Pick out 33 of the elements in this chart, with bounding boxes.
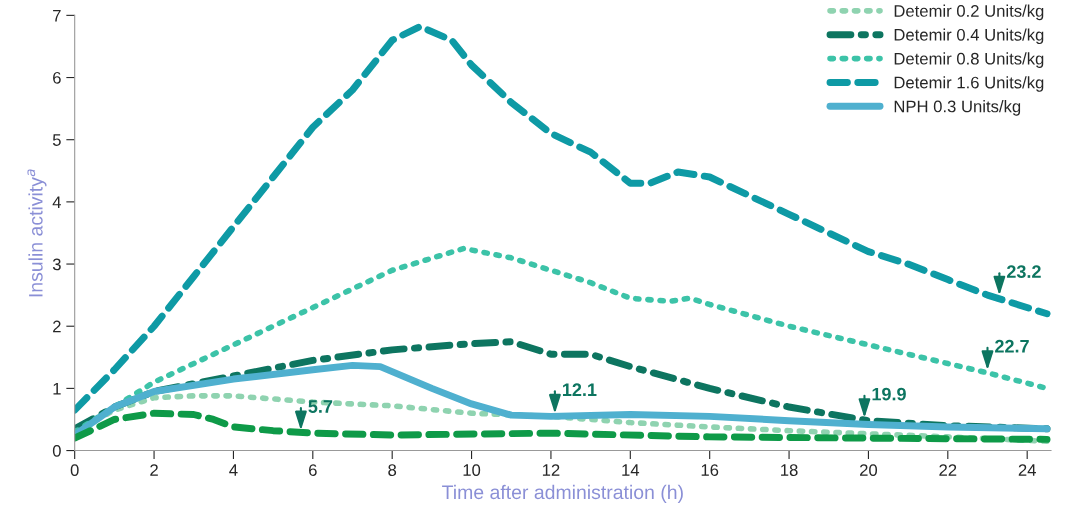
legend-label: Detemir 1.6 Units/kg [894, 76, 1044, 92]
y-tick-label: 7 [53, 9, 61, 22]
annotation: 23.2 [1006, 265, 1041, 279]
x-axis-title: Time after administration (h) [442, 484, 683, 503]
annotation: 5.7 [308, 400, 333, 413]
annotation: 12.1 [562, 383, 597, 396]
x-tick-label: 6 [309, 464, 317, 476]
legend-label: Detemir 0.4 Units/kg [894, 28, 1044, 45]
x-tick-label: 0 [70, 464, 79, 476]
x-tick-label: 24 [1018, 464, 1036, 476]
x-tick-label: 16 [701, 464, 719, 476]
legend-label: Detemir 0.8 Units/kg [894, 52, 1044, 68]
x-tick-label: 22 [939, 464, 957, 476]
x-tick-label: 10 [463, 464, 481, 476]
y-tick-label: 3 [52, 258, 61, 271]
y-tick-label: 6 [53, 71, 61, 84]
y-tick-label: 5 [52, 134, 61, 146]
legend-label: NPH 0.3 Units/kg [894, 100, 1021, 116]
x-tick-label: 14 [622, 464, 640, 476]
x-tick-label: 20 [860, 464, 878, 476]
y-tick-label: 2 [53, 320, 61, 333]
legend-label: Detemir 0.2 Units/kg [894, 4, 1044, 21]
y-tick-label: 1 [53, 382, 61, 395]
x-tick-label: 4 [229, 464, 238, 476]
y-tick-label: 4 [52, 196, 62, 208]
annotation: 22.7 [995, 339, 1029, 353]
annotation: 19.9 [872, 387, 906, 401]
y-axis-title: Insulin activity$^{a}$ [27, 169, 47, 297]
x-tick-label: 2 [150, 464, 158, 476]
x-tick-label: 18 [781, 464, 798, 476]
x-tick-label: 8 [388, 464, 397, 476]
y-tick-label: 0 [52, 444, 61, 457]
x-tick-label: 12 [542, 464, 560, 476]
